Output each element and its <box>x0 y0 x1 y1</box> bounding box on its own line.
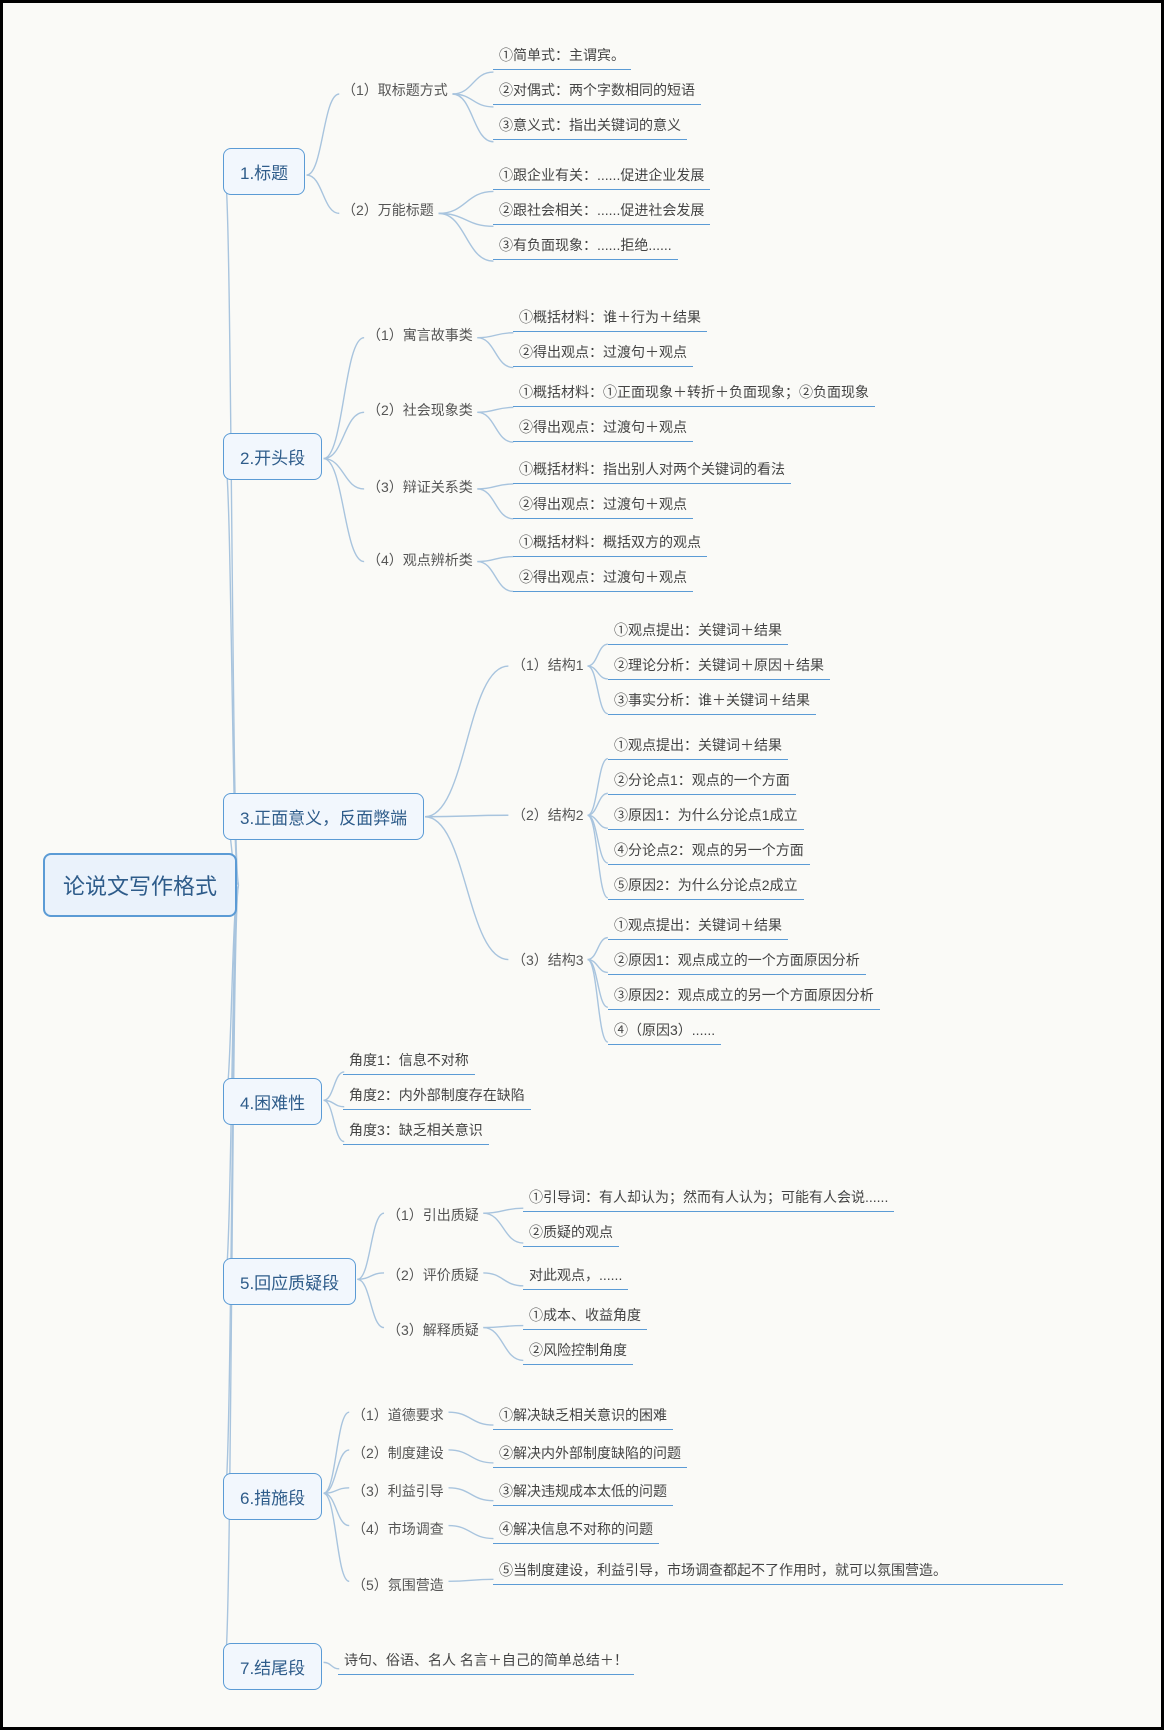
branch-1: 1.标题 <box>223 148 305 195</box>
leaf: ②得出观点：过渡句＋观点 <box>513 492 693 519</box>
leaf: 角度2：内外部制度存在缺陷 <box>343 1083 531 1110</box>
leaf: 角度3：缺乏相关意识 <box>343 1118 489 1145</box>
leaf: ①观点提出：关键词＋结果 <box>608 618 788 645</box>
mid-6-1: （1）道德要求 <box>348 1403 448 1427</box>
leaf: ③事实分析：谁＋关键词＋结果 <box>608 688 816 715</box>
leaf: ③有负面现象：......拒绝...... <box>493 233 678 260</box>
leaf: ①概括材料：指出别人对两个关键词的看法 <box>513 457 791 484</box>
leaf: ①跟企业有关：......促进企业发展 <box>493 163 710 190</box>
branch-6: 6.措施段 <box>223 1473 322 1520</box>
mid-2-4: （4）观点辨析类 <box>363 548 477 572</box>
mid-2-2: （2）社会现象类 <box>363 398 477 422</box>
mid-6-2: （2）制度建设 <box>348 1441 448 1465</box>
mid-6-3: （3）利益引导 <box>348 1479 448 1503</box>
mid-5-3: （3）解释质疑 <box>383 1318 483 1342</box>
mid-5-2: （2）评价质疑 <box>383 1263 483 1287</box>
leaf: ②风险控制角度 <box>523 1338 633 1365</box>
mid-6-5: （5）氛围营造 <box>348 1573 448 1597</box>
leaf: ③原因2：观点成立的另一个方面原因分析 <box>608 983 880 1010</box>
leaf: ⑤当制度建设，利益引导，市场调查都起不了作用时，就可以氛围营造。 <box>493 1558 1063 1585</box>
leaf: ①成本、收益角度 <box>523 1303 647 1330</box>
leaf: ①解决缺乏相关意识的困难 <box>493 1403 673 1430</box>
leaf: 对此观点，...... <box>523 1263 628 1290</box>
branch-5: 5.回应质疑段 <box>223 1258 356 1305</box>
leaf: ②得出观点：过渡句＋观点 <box>513 415 693 442</box>
branch-4: 4.困难性 <box>223 1078 322 1125</box>
leaf: ②分论点1：观点的一个方面 <box>608 768 796 795</box>
leaf: ①引导词：有人却认为；然而有人认为；可能有人会说...... <box>523 1185 894 1212</box>
leaf: ①观点提出：关键词＋结果 <box>608 733 788 760</box>
mid-3-1: （1）结构1 <box>508 653 588 677</box>
leaf: ①概括材料：概括双方的观点 <box>513 530 707 557</box>
leaf: ②得出观点：过渡句＋观点 <box>513 340 693 367</box>
leaf: ②解决内外部制度缺陷的问题 <box>493 1441 687 1468</box>
leaf: ④分论点2：观点的另一个方面 <box>608 838 810 865</box>
leaf: ②跟社会相关：......促进社会发展 <box>493 198 710 225</box>
mid-2-1: （1）寓言故事类 <box>363 323 477 347</box>
leaf: ②质疑的观点 <box>523 1220 619 1247</box>
mid-3-2: （2）结构2 <box>508 803 588 827</box>
root-node: 论说文写作格式 <box>43 853 237 917</box>
leaf: ①观点提出：关键词＋结果 <box>608 913 788 940</box>
mid-1-1: （1）取标题方式 <box>338 78 452 102</box>
mid-2-3: （3）辩证关系类 <box>363 475 477 499</box>
leaf: ④（原因3）...... <box>608 1018 721 1045</box>
leaf: ②得出观点：过渡句＋观点 <box>513 565 693 592</box>
mid-6-4: （4）市场调查 <box>348 1517 448 1541</box>
leaf: ②对偶式：两个字数相同的短语 <box>493 78 701 105</box>
branch-3: 3.正面意义，反面弊端 <box>223 793 424 840</box>
mid-3-3: （3）结构3 <box>508 948 588 972</box>
leaf: ①简单式：主谓宾。 <box>493 43 631 70</box>
leaf: 角度1：信息不对称 <box>343 1048 475 1075</box>
leaf: ③解决违规成本太低的问题 <box>493 1479 673 1506</box>
leaf: ②理论分析：关键词＋原因＋结果 <box>608 653 830 680</box>
leaf: ③原因1：为什么分论点1成立 <box>608 803 804 830</box>
leaf: ①概括材料：谁＋行为＋结果 <box>513 305 707 332</box>
leaf: ③意义式：指出关键词的意义 <box>493 113 687 140</box>
mindmap-canvas: 论说文写作格式 1.标题 2.开头段 3.正面意义，反面弊端 4.困难性 5.回… <box>0 0 1164 1730</box>
leaf: ②原因1：观点成立的一个方面原因分析 <box>608 948 866 975</box>
leaf: ⑤原因2：为什么分论点2成立 <box>608 873 804 900</box>
leaf: ①概括材料：①正面现象＋转折＋负面现象；②负面现象 <box>513 380 875 407</box>
mid-5-1: （1）引出质疑 <box>383 1203 483 1227</box>
branch-2: 2.开头段 <box>223 433 322 480</box>
leaf: ④解决信息不对称的问题 <box>493 1517 659 1544</box>
branch-7: 7.结尾段 <box>223 1643 322 1690</box>
mid-1-2: （2）万能标题 <box>338 198 438 222</box>
leaf: 诗句、俗语、名人 名言＋自己的简单总结＋！ <box>338 1648 634 1675</box>
